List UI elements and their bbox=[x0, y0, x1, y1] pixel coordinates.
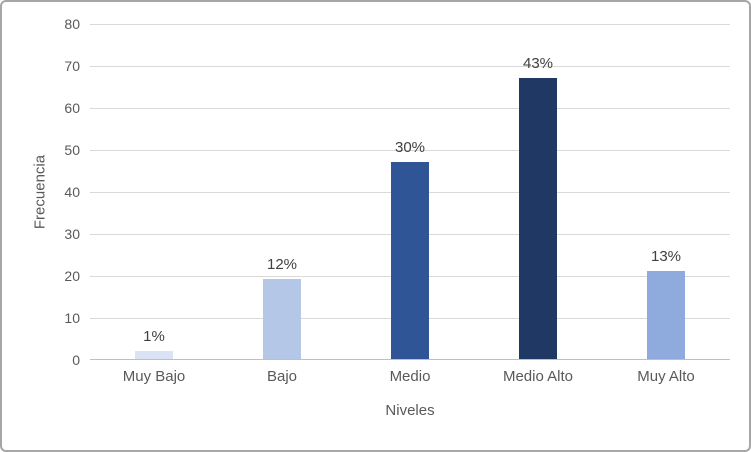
y-axis-tick-labels: 0 10 20 30 40 50 60 70 80 bbox=[2, 16, 80, 368]
y-tick-label: 60 bbox=[64, 100, 80, 116]
plot-area: 1% 12% 30% 43% 13% bbox=[90, 23, 730, 360]
x-category-label: Medio Alto bbox=[502, 368, 574, 385]
bar-medio bbox=[391, 161, 429, 359]
y-tick-label: 70 bbox=[64, 58, 80, 74]
y-tick-label: 20 bbox=[64, 268, 80, 284]
bar-muy-alto bbox=[647, 270, 685, 359]
gridline bbox=[90, 149, 730, 151]
y-tick-label: 30 bbox=[64, 226, 80, 242]
x-category-label: Muy Alto bbox=[637, 368, 695, 385]
gridline bbox=[90, 107, 730, 109]
y-tick-label: 50 bbox=[64, 142, 80, 158]
y-tick-label: 0 bbox=[72, 352, 80, 368]
y-tick-label: 40 bbox=[64, 184, 80, 200]
gridline bbox=[90, 23, 730, 25]
y-tick-label: 80 bbox=[64, 16, 80, 32]
x-axis-title: Niveles bbox=[385, 402, 435, 419]
data-label: 43% bbox=[522, 54, 554, 72]
x-category-label: Muy Bajo bbox=[122, 368, 186, 385]
bar-muy-bajo bbox=[135, 350, 173, 359]
data-label: 1% bbox=[143, 327, 165, 345]
x-axis-category-labels: Muy Bajo Bajo Medio Medio Alto Muy Alto bbox=[90, 368, 730, 390]
data-label: 12% bbox=[266, 256, 298, 274]
data-label: 30% bbox=[394, 138, 426, 156]
gridline bbox=[90, 65, 730, 67]
x-category-label: Medio bbox=[389, 368, 431, 385]
bar-bajo bbox=[263, 279, 301, 359]
y-tick-label: 10 bbox=[64, 310, 80, 326]
data-label: 13% bbox=[650, 247, 682, 265]
bar-medio-alto bbox=[519, 77, 557, 359]
x-category-label: Bajo bbox=[266, 368, 298, 385]
